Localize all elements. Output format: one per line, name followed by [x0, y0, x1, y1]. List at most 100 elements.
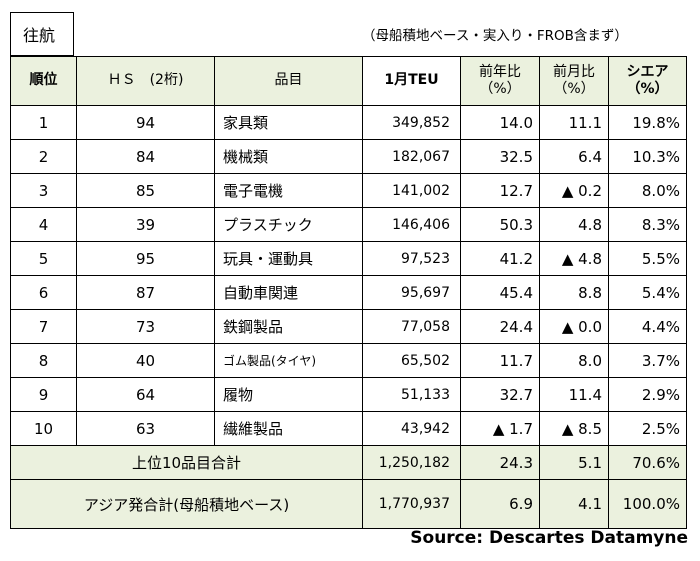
top10-total-row: 上位10品目合計 1,250,182 24.3 5.1 70.6% — [10, 445, 687, 480]
share-cell: 5.4% — [608, 275, 687, 310]
table-header-row: 順位 ＨＳ (2桁) 品目 1月TEU 前年比 （%） 前月比 （%） シエア … — [10, 56, 687, 106]
header-item: 品目 — [214, 56, 363, 106]
item-cell: 繊維製品 — [214, 411, 363, 446]
teu-cell: 95,697 — [362, 275, 461, 310]
mom-cell: 11.4 — [539, 377, 609, 412]
hs-code-cell: 40 — [76, 343, 215, 378]
grand-label: アジア発合計(母船積地ベース) — [10, 479, 363, 529]
hs-code-cell: 64 — [76, 377, 215, 412]
table-row: 3 85 電子電機 141,002 12.7 ▲ 0.2 8.0% — [10, 173, 687, 208]
header-hs: ＨＳ (2桁) — [76, 56, 215, 106]
hs-code-cell: 73 — [76, 309, 215, 344]
yoy-cell: 11.7 — [460, 343, 540, 378]
teu-cell: 65,502 — [362, 343, 461, 378]
total-share: 70.6% — [608, 445, 687, 480]
rank-cell: 8 — [10, 343, 77, 378]
rank-cell: 2 — [10, 139, 77, 174]
total-yoy: 24.3 — [460, 445, 540, 480]
mom-cell: 11.1 — [539, 105, 609, 140]
rank-cell: 6 — [10, 275, 77, 310]
item-cell: 電子電機 — [214, 173, 363, 208]
header-share: シエア （%） — [608, 56, 687, 106]
table-row: 8 40 ゴム製品(タイヤ) 65,502 11.7 8.0 3.7% — [10, 343, 687, 378]
rank-cell: 10 — [10, 411, 77, 446]
grand-teu: 1,770,937 — [362, 479, 461, 529]
yoy-cell: 32.5 — [460, 139, 540, 174]
item-cell: 玩具・運動具 — [214, 241, 363, 276]
item-cell: 履物 — [214, 377, 363, 412]
table-row: 7 73 鉄鋼製品 77,058 24.4 ▲ 0.0 4.4% — [10, 309, 687, 344]
share-cell: 2.5% — [608, 411, 687, 446]
share-cell: 8.0% — [608, 173, 687, 208]
item-cell: プラスチック — [214, 207, 363, 242]
yoy-cell: 12.7 — [460, 173, 540, 208]
mom-cell: 8.0 — [539, 343, 609, 378]
share-cell: 3.7% — [608, 343, 687, 378]
yoy-cell: 41.2 — [460, 241, 540, 276]
share-cell: 10.3% — [608, 139, 687, 174]
asia-total-row: アジア発合計(母船積地ベース) 1,770,937 6.9 4.1 100.0% — [10, 479, 687, 529]
grand-mom: 4.1 — [539, 479, 609, 529]
hs-code-cell: 94 — [76, 105, 215, 140]
table-row: 9 64 履物 51,133 32.7 11.4 2.9% — [10, 377, 687, 412]
table-row: 2 84 機械類 182,067 32.5 6.4 10.3% — [10, 139, 687, 174]
basis-note: （母船積地ベース・実入り・FROB含まず） — [362, 28, 628, 44]
yoy-cell: 32.7 — [460, 377, 540, 412]
grand-yoy: 6.9 — [460, 479, 540, 529]
header-teu: 1月TEU — [362, 56, 461, 106]
mom-cell: 8.8 — [539, 275, 609, 310]
yoy-cell: 24.4 — [460, 309, 540, 344]
header-yoy: 前年比 （%） — [460, 56, 540, 106]
teu-cell: 182,067 — [362, 139, 461, 174]
teu-cell: 77,058 — [362, 309, 461, 344]
table-row: 4 39 プラスチック 146,406 50.3 4.8 8.3% — [10, 207, 687, 242]
rank-cell: 9 — [10, 377, 77, 412]
yoy-cell: 45.4 — [460, 275, 540, 310]
hs-code-cell: 87 — [76, 275, 215, 310]
yoy-cell: 50.3 — [460, 207, 540, 242]
total-mom: 5.1 — [539, 445, 609, 480]
table-row: 1 94 家具類 349,852 14.0 11.1 19.8% — [10, 105, 687, 140]
teu-cell: 97,523 — [362, 241, 461, 276]
share-cell: 19.8% — [608, 105, 687, 140]
share-cell: 2.9% — [608, 377, 687, 412]
rank-cell: 3 — [10, 173, 77, 208]
share-cell: 8.3% — [608, 207, 687, 242]
route-label: 往航 — [10, 12, 74, 56]
share-cell: 5.5% — [608, 241, 687, 276]
teu-cell: 146,406 — [362, 207, 461, 242]
grand-share: 100.0% — [608, 479, 687, 529]
item-cell: 家具類 — [214, 105, 363, 140]
total-label: 上位10品目合計 — [10, 445, 363, 480]
item-cell: ゴム製品(タイヤ) — [214, 343, 363, 378]
mom-cell: ▲ 0.2 — [539, 173, 609, 208]
share-cell: 4.4% — [608, 309, 687, 344]
teu-cell: 51,133 — [362, 377, 461, 412]
rank-cell: 5 — [10, 241, 77, 276]
mom-cell: ▲ 4.8 — [539, 241, 609, 276]
hs-code-cell: 84 — [76, 139, 215, 174]
rank-cell: 4 — [10, 207, 77, 242]
mom-cell: 6.4 — [539, 139, 609, 174]
table-row: 6 87 自動車関連 95,697 45.4 8.8 5.4% — [10, 275, 687, 310]
cargo-table: 順位 ＨＳ (2桁) 品目 1月TEU 前年比 （%） 前月比 （%） シエア … — [10, 56, 687, 529]
item-cell: 機械類 — [214, 139, 363, 174]
item-cell: 鉄鋼製品 — [214, 309, 363, 344]
item-cell: 自動車関連 — [214, 275, 363, 310]
source-credit: Source: Descartes Datamyne — [410, 528, 688, 548]
total-teu: 1,250,182 — [362, 445, 461, 480]
rank-cell: 7 — [10, 309, 77, 344]
table-row: 10 63 繊維製品 43,942 ▲ 1.7 ▲ 8.5 2.5% — [10, 411, 687, 446]
yoy-cell: 14.0 — [460, 105, 540, 140]
hs-code-cell: 39 — [76, 207, 215, 242]
hs-code-cell: 85 — [76, 173, 215, 208]
header-mom: 前月比 （%） — [539, 56, 609, 106]
yoy-cell: ▲ 1.7 — [460, 411, 540, 446]
table-row: 5 95 玩具・運動具 97,523 41.2 ▲ 4.8 5.5% — [10, 241, 687, 276]
teu-cell: 43,942 — [362, 411, 461, 446]
mom-cell: ▲ 8.5 — [539, 411, 609, 446]
hs-code-cell: 63 — [76, 411, 215, 446]
mom-cell: ▲ 0.0 — [539, 309, 609, 344]
teu-cell: 349,852 — [362, 105, 461, 140]
header-rank: 順位 — [10, 56, 77, 106]
